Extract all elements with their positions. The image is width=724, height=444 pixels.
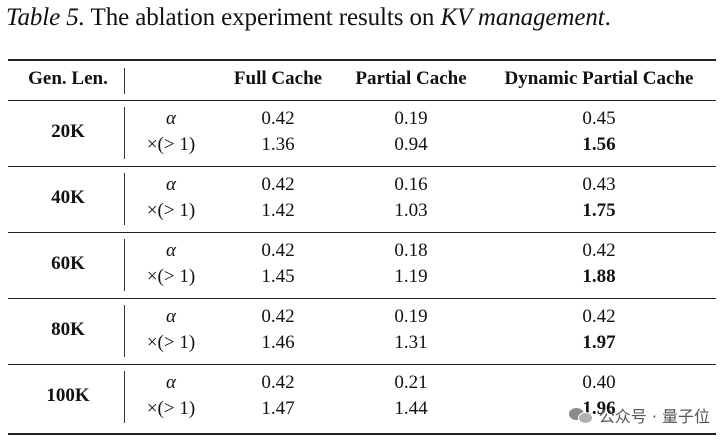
caption-suffix: . bbox=[604, 4, 611, 31]
table-cell-alpha: 0.19 bbox=[394, 306, 428, 327]
header-gen-len: Gen. Len. bbox=[28, 68, 108, 89]
caption-emphasis: KV management bbox=[440, 4, 605, 31]
table-cell-speedup: 1.88 bbox=[582, 266, 616, 287]
table-cell-alpha: 0.16 bbox=[394, 174, 428, 195]
table-cell-speedup: 1.45 bbox=[261, 266, 295, 287]
table-cell-alpha: 0.42 bbox=[261, 372, 295, 393]
header-divider bbox=[124, 68, 125, 94]
table-cell-alpha: 0.19 bbox=[394, 108, 428, 129]
table-cell-speedup: 0.94 bbox=[394, 134, 428, 155]
row-divider bbox=[124, 371, 125, 423]
metric-alpha-label: α bbox=[166, 240, 176, 261]
table-cell-alpha: 0.42 bbox=[261, 306, 295, 327]
table-cell-speedup: 1.44 bbox=[394, 398, 428, 419]
table-cell-speedup: 1.31 bbox=[394, 332, 428, 353]
group-rule bbox=[8, 298, 716, 299]
metric-speedup-label: ×(> 1) bbox=[146, 332, 196, 353]
table-cell-alpha: 0.45 bbox=[582, 108, 616, 129]
header-full-cache: Full Cache bbox=[233, 68, 323, 89]
top-rule bbox=[8, 59, 716, 61]
caption-text: The ablation experiment results on bbox=[84, 4, 441, 31]
group-rule bbox=[8, 166, 716, 167]
table-cell-alpha: 0.42 bbox=[261, 240, 295, 261]
watermark-text: 公众号 · 量子位 bbox=[598, 407, 710, 426]
row-gen-len: 80K bbox=[51, 319, 85, 340]
table-cell-speedup: 1.75 bbox=[582, 200, 616, 221]
table-cell-alpha: 0.42 bbox=[261, 108, 295, 129]
table-caption: Table 5. The ablation experiment results… bbox=[6, 4, 611, 32]
header-dynamic-partial-cache: Dynamic Partial Cache bbox=[504, 68, 694, 89]
metric-alpha-label: α bbox=[166, 108, 176, 129]
table-cell-speedup: 1.19 bbox=[394, 266, 428, 287]
table-cell-alpha: 0.40 bbox=[582, 372, 616, 393]
metric-speedup-label: ×(> 1) bbox=[146, 200, 196, 221]
row-divider bbox=[124, 239, 125, 291]
row-gen-len: 40K bbox=[51, 187, 85, 208]
group-rule bbox=[8, 364, 716, 365]
row-divider bbox=[124, 107, 125, 159]
caption-prefix: Table 5. bbox=[6, 4, 85, 31]
header-partial-cache: Partial Cache bbox=[355, 68, 467, 89]
table-cell-alpha: 0.18 bbox=[394, 240, 428, 261]
metric-alpha-label: α bbox=[166, 306, 176, 327]
metric-alpha-label: α bbox=[166, 372, 176, 393]
row-divider bbox=[124, 305, 125, 357]
row-gen-len: 20K bbox=[51, 121, 85, 142]
row-gen-len: 60K bbox=[51, 253, 85, 274]
row-gen-len: 100K bbox=[46, 385, 90, 406]
wechat-icon bbox=[568, 406, 593, 424]
table-cell-speedup: 1.47 bbox=[261, 398, 295, 419]
bottom-rule bbox=[8, 433, 716, 435]
table-cell-speedup: 1.42 bbox=[261, 200, 295, 221]
metric-speedup-label: ×(> 1) bbox=[146, 266, 196, 287]
table-cell-alpha: 0.42 bbox=[582, 240, 616, 261]
metric-speedup-label: ×(> 1) bbox=[146, 398, 196, 419]
table-cell-speedup: 1.46 bbox=[261, 332, 295, 353]
row-divider bbox=[124, 173, 125, 225]
table-cell-alpha: 0.42 bbox=[582, 306, 616, 327]
metric-speedup-label: ×(> 1) bbox=[146, 134, 196, 155]
watermark: 公众号 · 量子位 bbox=[568, 403, 710, 427]
metric-alpha-label: α bbox=[166, 174, 176, 195]
table-cell-alpha: 0.43 bbox=[582, 174, 616, 195]
table-cell-alpha: 0.42 bbox=[261, 174, 295, 195]
table-cell-speedup: 1.03 bbox=[394, 200, 428, 221]
table-cell-alpha: 0.21 bbox=[394, 372, 428, 393]
header-rule bbox=[8, 100, 716, 101]
table-cell-speedup: 1.56 bbox=[582, 134, 616, 155]
table-cell-speedup: 1.97 bbox=[582, 332, 616, 353]
group-rule bbox=[8, 232, 716, 233]
table-cell-speedup: 1.36 bbox=[261, 134, 295, 155]
